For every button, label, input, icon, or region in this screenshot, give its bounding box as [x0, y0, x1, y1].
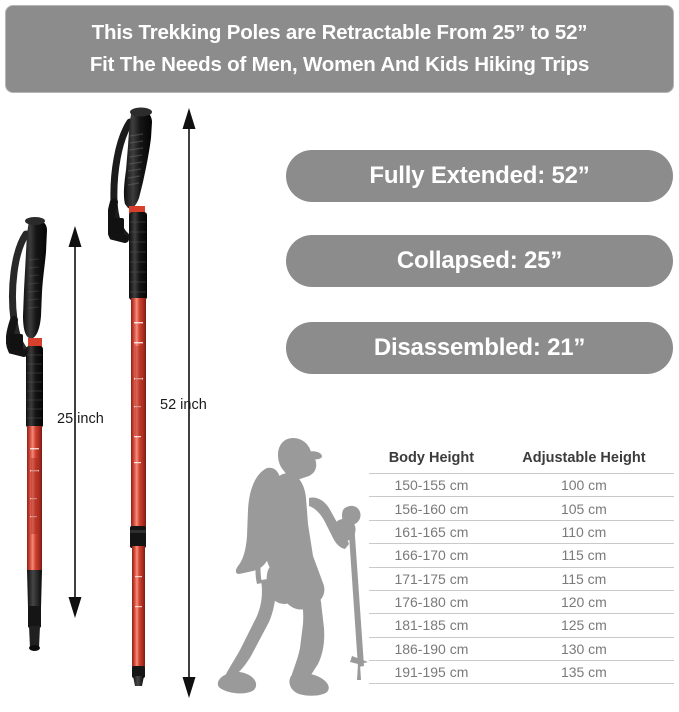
cell-adjustable-height: 115 cm — [493, 543, 674, 567]
extended-dimension-arrow — [176, 108, 202, 698]
column-header-adjustable-height: Adjustable Height — [522, 450, 646, 466]
header-line-1: This Trekking Poles are Retractable From… — [91, 21, 588, 45]
table-row: 186-190 cm 130 cm — [369, 636, 674, 661]
header-banner: This Trekking Poles are Retractable From… — [5, 5, 674, 93]
table-body: 150-155 cm 100 cm 156-160 cm 105 cm 161-… — [369, 472, 674, 685]
spec-pill-label: Collapsed: 25” — [396, 247, 563, 274]
cell-body-height: 176-180 cm — [369, 589, 494, 614]
spec-pill-label: Fully Extended: 52” — [369, 162, 590, 189]
collapsed-pole-image — [6, 212, 66, 682]
cell-body-height: 181-185 cm — [369, 613, 494, 638]
cell-adjustable-height: 100 cm — [493, 472, 674, 497]
column-header-body-height: Body Height — [388, 450, 475, 466]
cell-adjustable-height: 120 cm — [493, 589, 674, 614]
cell-body-height: 156-160 cm — [369, 496, 494, 521]
table-row: 176-180 cm 120 cm — [369, 589, 674, 614]
cell-adjustable-height: 130 cm — [493, 636, 674, 661]
spec-pill-fully-extended: Fully Extended: 52” — [286, 150, 673, 202]
extended-dimension-label: 52 inch — [160, 397, 207, 413]
table-row: 161-165 cm 110 cm — [369, 519, 674, 544]
table-row: 156-160 cm 105 cm — [369, 496, 674, 521]
cell-body-height: 171-175 cm — [369, 566, 494, 591]
collapsed-dimension-label: 25 inch — [57, 411, 104, 427]
cell-adjustable-height: 135 cm — [493, 659, 674, 685]
cell-body-height: 166-170 cm — [369, 543, 494, 567]
table-row: 181-185 cm 125 cm — [369, 613, 674, 638]
cell-adjustable-height: 125 cm — [493, 613, 674, 638]
cell-adjustable-height: 105 cm — [493, 496, 674, 521]
header-line-2: Fit The Needs of Men, Women And Kids Hik… — [89, 53, 590, 76]
table-row: 166-170 cm 115 cm — [369, 543, 674, 567]
table-row: 171-175 cm 115 cm — [369, 566, 674, 591]
hiker-silhouette — [205, 428, 380, 708]
size-chart-table: Body Height Adjustable Height 150-155 cm… — [369, 450, 674, 685]
spec-pill-collapsed: Collapsed: 25” — [286, 235, 673, 287]
table-row: 191-195 cm 135 cm — [369, 659, 674, 685]
cell-adjustable-height: 110 cm — [493, 519, 674, 544]
table-row: 150-155 cm 100 cm — [369, 472, 674, 497]
extended-pole-image — [108, 106, 170, 686]
cell-adjustable-height: 115 cm — [493, 566, 674, 591]
spec-pill-label: Disassembled: 21” — [373, 334, 586, 361]
spec-pill-disassembled: Disassembled: 21” — [286, 322, 673, 374]
cell-body-height: 186-190 cm — [369, 636, 494, 661]
cell-body-height: 191-195 cm — [369, 659, 494, 685]
cell-body-height: 150-155 cm — [369, 472, 494, 497]
collapsed-dimension-arrow — [62, 226, 88, 618]
cell-body-height: 161-165 cm — [369, 519, 494, 544]
table-header-row: Body Height Adjustable Height — [369, 450, 674, 474]
